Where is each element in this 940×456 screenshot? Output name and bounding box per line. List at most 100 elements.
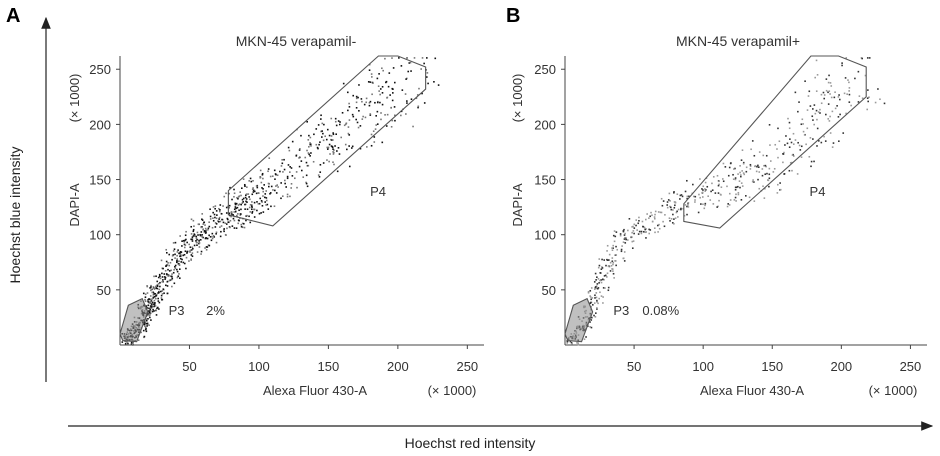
scatter-point [632,240,635,242]
scatter-point [158,273,161,276]
gate-p3-label: P3 [613,303,629,318]
scatter-point [229,226,231,229]
scatter-point [679,194,682,197]
scatter-point [668,217,671,219]
scatter-point [283,168,286,171]
scatter-point [148,324,150,327]
scatter-point [235,207,237,210]
scatter-point [182,261,185,264]
scatter-point [375,124,378,126]
scatter-point [156,284,159,287]
scatter-point [130,341,133,344]
scatter-point [274,178,276,180]
scatter-point [240,213,242,215]
scatter-point [268,183,270,185]
scatter-point [191,246,194,249]
scatter-point [204,247,206,249]
scatter-point [373,136,376,138]
scatter-point [213,236,216,238]
scatter-point [167,274,170,276]
scatter-point [290,167,293,169]
scatter-point [275,173,277,176]
scatter-point [274,189,276,192]
scatter-point [407,70,410,73]
scatter-point [241,202,244,204]
scatter-point [703,207,706,210]
scatter-point [234,203,237,206]
scatter-point [757,164,759,167]
scatter-point [208,225,211,228]
scatter-point [577,342,579,344]
scatter-point [650,211,652,214]
scatter-point [631,240,634,243]
scatter-point [368,69,371,71]
scatter-point [677,208,680,211]
scatter-point [603,275,606,277]
scatter-point [401,89,404,91]
scatter-point [398,57,400,59]
scatter-point [364,116,367,119]
scatter-point [205,246,208,248]
scatter-point [576,342,578,344]
scatter-point [405,113,407,115]
scatter-point [251,193,254,196]
scatter-point [336,150,338,152]
scatter-point [155,309,158,312]
scatter-point [755,170,758,173]
scatter-point [131,343,134,345]
scatter-point [570,341,573,344]
scatter-point [249,221,252,224]
scatter-point [601,267,604,269]
scatter-point [623,238,626,240]
panel-a-letter: A [6,5,20,27]
scatter-point [571,343,573,345]
scatter-point [172,254,175,256]
scatter-point [796,173,799,175]
scatter-point [815,90,818,92]
scatter-point [662,200,665,202]
scatter-point [189,249,192,252]
scatter-point [385,125,388,127]
scatter-point [183,253,186,256]
scatter-point [184,239,186,242]
scatter-point [281,195,284,197]
scatter-point [623,234,626,236]
scatter-point [687,204,689,206]
scatter-point [179,255,181,258]
scatter-point [147,298,149,301]
scatter-point [687,206,690,208]
scatter-point [191,255,194,258]
scatter-point [237,219,240,222]
scatter-point [155,297,157,300]
scatter-point [165,264,168,267]
scatter-point [699,178,701,180]
panel-a-y-multiplier: (× 1000) [67,74,82,123]
scatter-point [686,179,688,182]
scatter-point [669,205,671,208]
scatter-point [144,300,147,303]
scatter-point [345,123,347,126]
scatter-point [242,197,245,200]
y-tick-label: 100 [534,228,556,243]
scatter-point [177,263,180,265]
scatter-point [252,191,255,193]
scatter-point [218,216,221,219]
scatter-point [676,193,679,195]
y-tick-label: 200 [89,117,111,132]
scatter-point [658,227,661,230]
y-tick-label: 200 [534,117,556,132]
scatter-point [420,68,422,70]
scatter-point [322,132,324,135]
scatter-point [231,225,234,227]
scatter-point [638,219,640,222]
scatter-point [179,268,181,270]
scatter-point [233,195,235,198]
scatter-point [171,285,173,288]
scatter-point [868,96,870,99]
scatter-point [763,164,765,167]
scatter-point [820,141,823,144]
scatter-point [208,234,210,237]
scatter-point [179,253,182,256]
scatter-point [376,77,379,80]
scatter-point [176,254,178,257]
